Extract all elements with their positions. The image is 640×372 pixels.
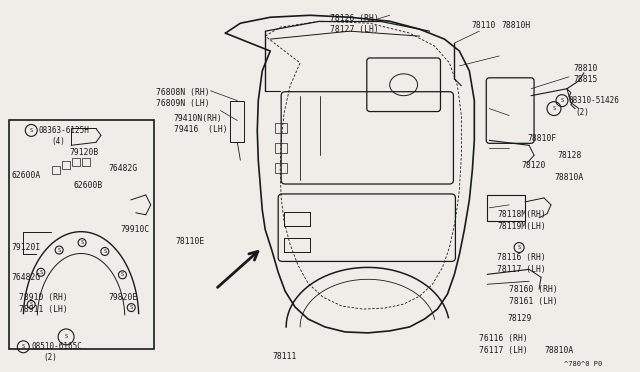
Text: 76482G: 76482G xyxy=(109,164,138,173)
Text: 78810F: 78810F xyxy=(527,134,556,143)
Text: 78127 (LH): 78127 (LH) xyxy=(330,25,379,34)
Text: 79416  (LH): 79416 (LH) xyxy=(173,125,227,134)
Text: 78815: 78815 xyxy=(574,75,598,84)
Text: 78118M(RH): 78118M(RH) xyxy=(497,210,546,219)
Text: 78128: 78128 xyxy=(557,151,581,160)
Text: 08510-6165C: 08510-6165C xyxy=(31,342,82,351)
Text: 78161 (LH): 78161 (LH) xyxy=(509,296,558,306)
Text: (4): (4) xyxy=(51,137,65,146)
Text: S: S xyxy=(561,98,564,103)
Text: S: S xyxy=(65,334,68,339)
Text: 08310-51426: 08310-51426 xyxy=(569,96,620,105)
Text: 78810H: 78810H xyxy=(501,21,531,30)
Bar xyxy=(487,195,525,221)
Text: (2): (2) xyxy=(44,353,57,362)
Text: 78810A: 78810A xyxy=(544,346,573,355)
Text: 78116 (RH): 78116 (RH) xyxy=(497,253,546,262)
Text: 78110: 78110 xyxy=(471,21,496,30)
Bar xyxy=(230,101,244,142)
Text: S: S xyxy=(58,247,61,253)
Text: 78119M(LH): 78119M(LH) xyxy=(497,222,546,231)
Text: 78910 (RH): 78910 (RH) xyxy=(19,293,68,302)
Bar xyxy=(82,158,90,166)
Text: 79410N(RH): 79410N(RH) xyxy=(173,114,222,123)
Text: ^780^0 P0: ^780^0 P0 xyxy=(564,361,602,367)
Text: 76809N (LH): 76809N (LH) xyxy=(156,99,209,108)
Bar xyxy=(62,161,70,169)
Bar xyxy=(52,166,60,174)
Text: 79910C: 79910C xyxy=(121,225,150,234)
Text: 78810: 78810 xyxy=(574,64,598,73)
Bar xyxy=(275,143,287,153)
Text: (2): (2) xyxy=(575,108,589,117)
Text: S: S xyxy=(121,272,124,277)
Text: 78111: 78111 xyxy=(272,352,296,361)
Text: 76482G: 76482G xyxy=(12,273,40,282)
Text: 78911 (LH): 78911 (LH) xyxy=(19,305,68,314)
Bar xyxy=(275,163,287,173)
Text: 79120I: 79120I xyxy=(12,243,40,252)
Text: 62600A: 62600A xyxy=(12,171,40,180)
Text: 76116 (RH): 76116 (RH) xyxy=(479,334,528,343)
Text: S: S xyxy=(103,249,106,254)
Text: 78160 (RH): 78160 (RH) xyxy=(509,285,558,294)
Text: 78117 (LH): 78117 (LH) xyxy=(497,265,546,274)
Text: 76117 (LH): 76117 (LH) xyxy=(479,346,528,355)
Bar xyxy=(72,158,80,166)
Text: 78129: 78129 xyxy=(507,314,532,324)
Text: S: S xyxy=(552,106,556,111)
Text: 78120: 78120 xyxy=(521,161,545,170)
Bar xyxy=(275,124,287,134)
Bar xyxy=(10,121,154,349)
Text: 76808N (RH): 76808N (RH) xyxy=(156,88,209,97)
Text: 08363-6125H: 08363-6125H xyxy=(38,126,89,135)
Text: 78126 (RH): 78126 (RH) xyxy=(330,14,379,23)
Text: S: S xyxy=(29,128,33,133)
Text: 78110E: 78110E xyxy=(175,237,205,246)
Text: S: S xyxy=(81,240,84,245)
Text: S: S xyxy=(518,245,521,250)
Text: 78810A: 78810A xyxy=(554,173,583,182)
Text: S: S xyxy=(29,302,33,307)
Text: 62600B: 62600B xyxy=(73,180,102,189)
Text: S: S xyxy=(130,305,133,310)
Text: 79120B: 79120B xyxy=(69,148,99,157)
Text: S: S xyxy=(22,344,25,349)
Text: S: S xyxy=(39,270,42,275)
Text: 79820E: 79820E xyxy=(109,293,138,302)
